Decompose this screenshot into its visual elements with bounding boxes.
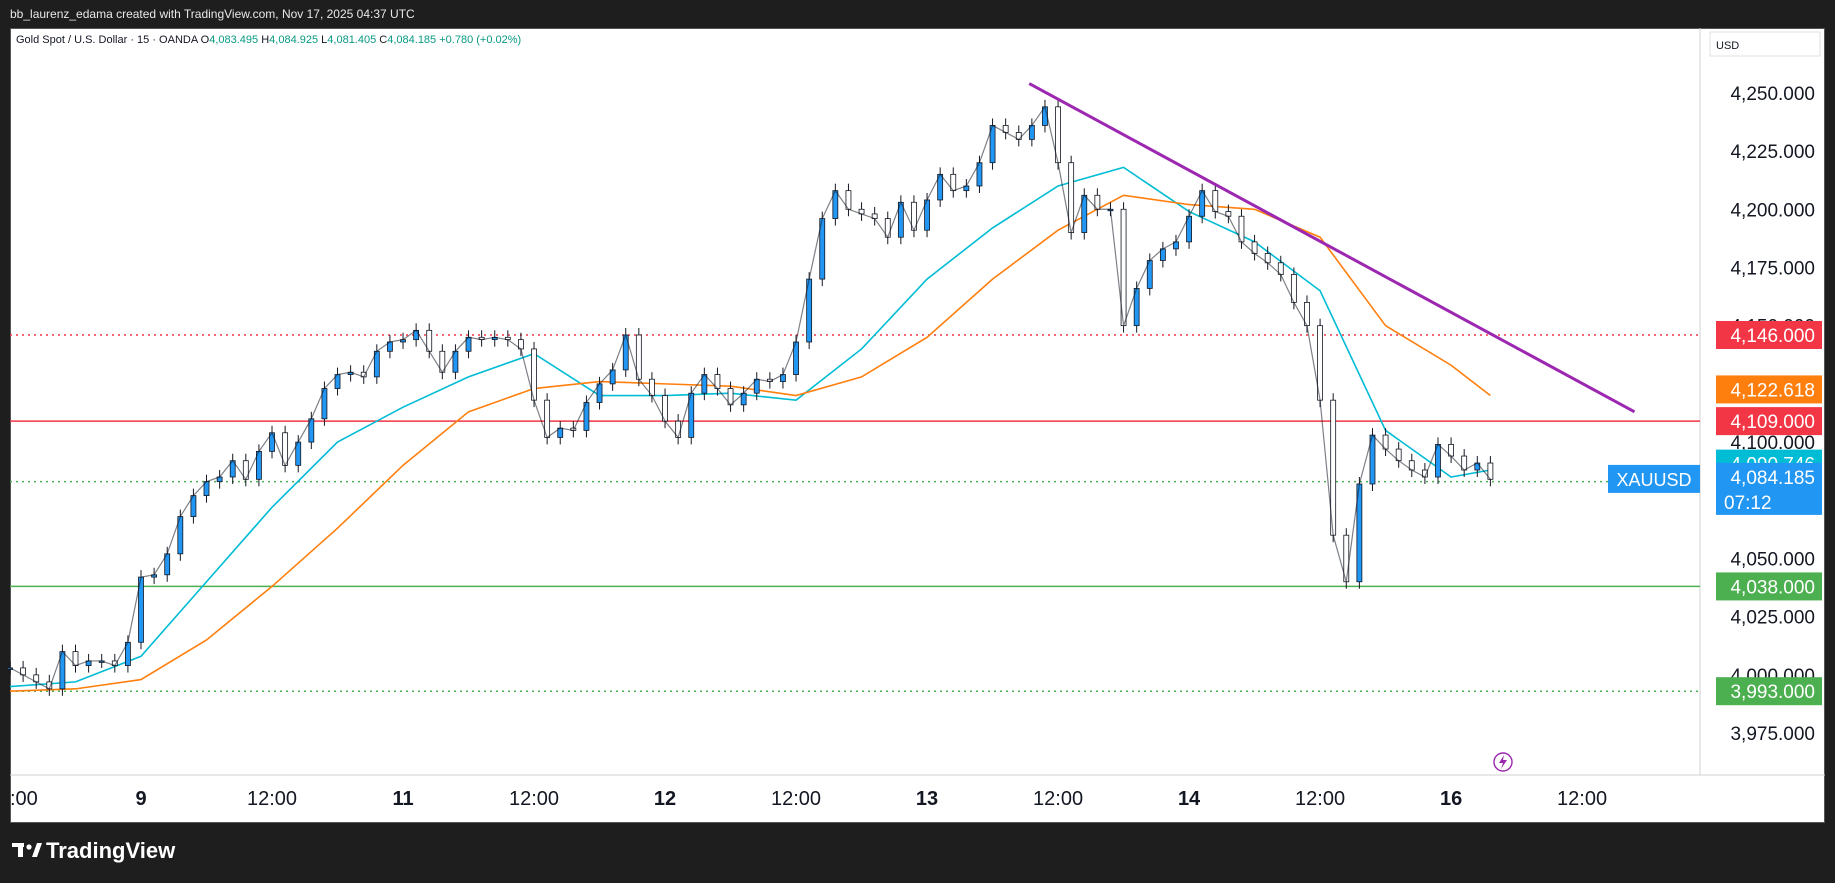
level-price-tag-bg	[1716, 407, 1822, 436]
x-tick-label: 16	[1440, 788, 1462, 810]
x-tick-label: 12:00	[1295, 788, 1345, 810]
price-chart[interactable]: USD3,975.0004,000.0004,025.0004,050.0004…	[0, 0, 1835, 823]
y-tick-label: 4,225.000	[1730, 142, 1815, 163]
y-tick-label: 4,200.000	[1730, 200, 1815, 221]
tradingview-logo[interactable]: TradingView	[12, 838, 175, 864]
symbol-legend[interactable]: Gold Spot / U.S. Dollar · 15 · OANDA O4,…	[16, 34, 521, 46]
level-price-tag: 4,038.000	[1730, 577, 1815, 598]
x-tick-label: 12:00	[771, 788, 821, 810]
current-price-tag-bg	[1716, 462, 1822, 515]
level-price-tag: 4,146.000	[1730, 326, 1815, 347]
high-value: 4,084.925	[269, 34, 319, 46]
price-close-line	[9, 105, 1491, 690]
close-value: 4,084.185	[387, 34, 437, 46]
symbol-tag: XAUUSD	[1616, 470, 1691, 490]
ema-price-tag-bg	[1716, 375, 1822, 404]
bar-countdown: 07:12	[1724, 493, 1772, 514]
symbol-name: Gold Spot / U.S. Dollar · 15 · OANDA	[16, 34, 198, 46]
low-value: 4,081.405	[327, 34, 377, 46]
y-tick-label: 4,175.000	[1730, 258, 1815, 279]
x-tick-label: :00	[10, 788, 38, 810]
level-price-tag-bg	[1716, 320, 1822, 349]
y-tick-label: 4,050.000	[1730, 549, 1815, 570]
currency-label: USD	[1716, 40, 1739, 52]
level-price-tag: 3,993.000	[1730, 682, 1815, 703]
y-tick-label: 4,025.000	[1730, 608, 1815, 629]
current-price-label: 4,084.185	[1730, 468, 1815, 489]
close-label: C	[379, 34, 388, 46]
x-tick-label: 12:00	[1033, 788, 1083, 810]
change-value: +0.780 (+0.02%)	[439, 34, 522, 46]
tradingview-logo-icon	[12, 843, 42, 857]
x-tick-label: 11	[392, 788, 413, 810]
footer-bar	[0, 823, 1835, 883]
x-tick-label: 9	[135, 788, 146, 810]
currency-box	[1709, 31, 1821, 57]
x-tick-label: 13	[916, 788, 938, 810]
open-value: 4,083.495	[209, 34, 259, 46]
level-price-tag-bg	[1716, 677, 1822, 706]
x-tick-label: 12	[654, 788, 676, 810]
low-label: L	[321, 34, 328, 46]
level-price-tag-bg	[1716, 572, 1822, 601]
lightning-bolt-icon	[1499, 755, 1507, 769]
high-label: H	[261, 34, 270, 46]
x-tick-label: 12:00	[509, 788, 559, 810]
ema-price-tag: 4,122.618	[1730, 380, 1815, 401]
y-tick-label: 4,100.000	[1730, 433, 1815, 454]
x-tick-label: 12:00	[247, 788, 297, 810]
x-tick-label: 12:00	[1557, 788, 1607, 810]
ema-slow-line	[9, 194, 1491, 692]
y-tick-label: 3,975.000	[1730, 724, 1815, 745]
ema-fast-line	[9, 166, 1491, 688]
tradingview-wordmark: TradingView	[46, 838, 176, 863]
open-label: O	[200, 34, 210, 46]
y-tick-label: 4,250.000	[1730, 84, 1815, 105]
symbol-tag-bg	[1608, 464, 1700, 493]
x-tick-label: 14	[1178, 788, 1201, 810]
chart-attribution: bb_laurenz_edama created with TradingVie…	[10, 7, 415, 21]
descending-trendline	[1028, 82, 1636, 414]
level-price-tag: 4,109.000	[1730, 412, 1815, 433]
